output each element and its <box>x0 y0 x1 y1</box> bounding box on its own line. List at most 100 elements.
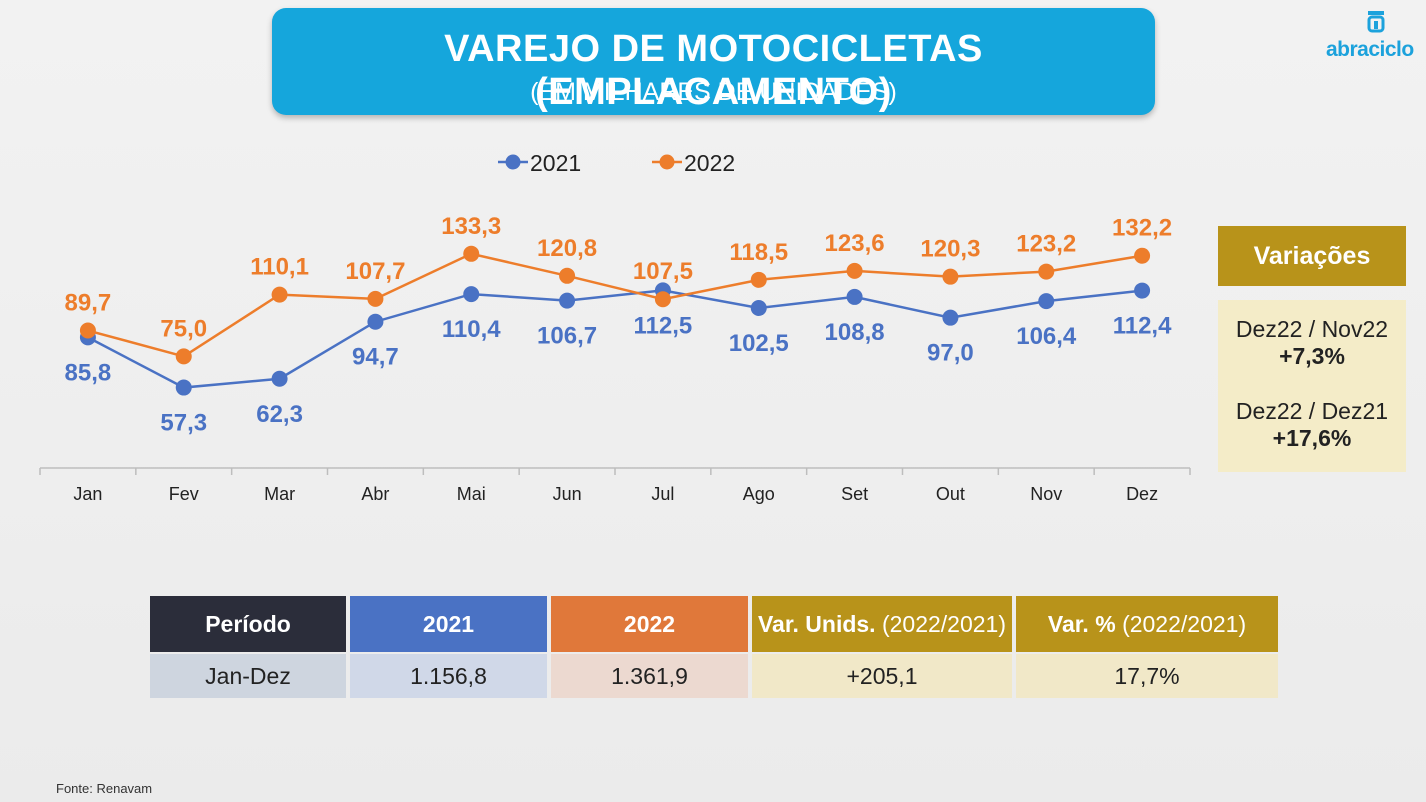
chart-subtitle: (EM MILHARES DE UNIDADES) <box>530 78 897 106</box>
data-point-2021 <box>463 286 480 303</box>
data-point-2022 <box>463 245 480 262</box>
data-label-2022: 132,2 <box>1112 215 1172 242</box>
x-tick-label: Abr <box>361 484 389 504</box>
data-point-2022 <box>79 322 96 339</box>
data-label-2021: 112,5 <box>634 312 693 339</box>
x-tick-label: Jul <box>651 484 674 504</box>
x-tick-label: Jun <box>553 484 582 504</box>
data-label-2022: 110,1 <box>250 254 309 281</box>
source-note: Fonte: Renavam <box>56 781 153 796</box>
variacoes-header: Variações <box>1218 226 1406 286</box>
data-point-2021 <box>1134 282 1151 299</box>
header-var-pct-label: Var. % <box>1047 610 1116 637</box>
data-point-2021 <box>1038 293 1055 310</box>
x-tick-label: Ago <box>743 484 775 504</box>
header-2022: 2022 <box>551 596 748 652</box>
series-lines <box>87 252 1143 389</box>
data-point-2022 <box>1038 263 1055 280</box>
data-point-2022 <box>846 262 863 279</box>
header-2021: 2021 <box>350 596 547 652</box>
data-label-2022: 89,7 <box>65 290 112 317</box>
series-line-2021 <box>87 289 1143 389</box>
cell-2022: 1.361,9 <box>551 654 748 698</box>
x-axis-ticks <box>39 468 1191 475</box>
x-tick-label: Dez <box>1126 484 1158 504</box>
data-labels: 85,8 57,3 62,3 94,7 110,4 106,7 112,5 102,5 108,… <box>65 213 1173 437</box>
x-tick-label: Fev <box>169 484 199 504</box>
data-label-2021: 112,4 <box>1113 313 1172 340</box>
data-point-2021 <box>271 370 288 387</box>
legend-marker <box>505 154 521 170</box>
data-point-2022 <box>175 348 192 365</box>
cell-var-unids: +205,1 <box>752 654 1012 698</box>
x-tick-label: Mai <box>457 484 486 504</box>
variacoes-panel: Dez22 / Nov22 +7,3% Dez22 / Dez21 +17,6% <box>1218 300 1406 472</box>
x-tick-labels: Jan Fev Mar Abr Mai Jun Jul Ago Set Out Nov Dez <box>73 484 1158 504</box>
data-label-2022: 118,5 <box>729 239 788 266</box>
data-label-2021: 62,3 <box>256 401 303 428</box>
data-label-2022: 123,6 <box>825 230 885 257</box>
variation-item: Dez22 / Dez21 +17,6% <box>1218 398 1406 452</box>
data-point-2022 <box>271 286 288 303</box>
variation-value: +7,3% <box>1279 343 1345 369</box>
cell-2021: 1.156,8 <box>350 654 547 698</box>
data-label-2021: 97,0 <box>927 340 974 367</box>
header-var-unids-suffix: (2022/2021) <box>881 610 1007 637</box>
data-point-2021 <box>750 300 767 316</box>
legend-label: 2022 <box>684 150 735 176</box>
legend-marker <box>659 154 675 170</box>
variation-label: Dez22 / Dez21 <box>1235 398 1389 424</box>
variation-value: +17,6% <box>1272 425 1352 451</box>
header-var-unids: Var. Unids. (2022/2021) <box>752 596 1012 652</box>
legend-label: 2021 <box>530 150 581 176</box>
variation-item: Dez22 / Nov22 +7,3% <box>1218 316 1406 370</box>
data-label-2022: 107,5 <box>633 258 693 285</box>
cell-var-pct: 17,7% <box>1016 654 1278 698</box>
data-label-2021: 57,3 <box>160 410 207 437</box>
data-point-2021 <box>942 309 959 326</box>
data-point-2022 <box>559 267 576 284</box>
data-label-2021: 106,4 <box>1016 323 1077 350</box>
data-point-2021 <box>367 313 384 330</box>
data-point-2022 <box>1134 247 1151 264</box>
variation-label: Dez22 / Nov22 <box>1235 316 1389 342</box>
data-label-2022: 123,2 <box>1016 231 1076 258</box>
data-label-2021: 94,7 <box>352 344 399 371</box>
header-var-unids-label: Var. Unids. <box>757 610 876 637</box>
abraciclo-logo: abraciclo <box>1326 10 1422 61</box>
data-label-2022: 107,7 <box>345 258 405 285</box>
data-label-2021: 106,7 <box>537 323 597 350</box>
title-banner: VAREJO DE MOTOCICLETAS (EMPLACAMENTO) (E… <box>272 8 1155 115</box>
data-point-2022 <box>942 268 959 285</box>
logo-text: abraciclo <box>1326 38 1414 61</box>
data-point-2022 <box>750 271 767 288</box>
data-label-2021: 85,8 <box>65 359 112 386</box>
chart-title: VAREJO DE MOTOCICLETAS (EMPLACAMENTO) <box>444 28 983 113</box>
header-var-pct-suffix: (2022/2021) <box>1122 610 1247 637</box>
header-periodo: Período <box>150 596 346 652</box>
header-var-pct: Var. % (2022/2021) <box>1016 596 1278 652</box>
series-points <box>79 245 1151 396</box>
x-tick-label: Nov <box>1030 484 1062 504</box>
data-label-2022: 75,0 <box>160 315 207 342</box>
data-point-2022 <box>367 290 384 307</box>
data-point-2022 <box>654 291 671 308</box>
data-label-2022: 120,3 <box>920 236 980 263</box>
series-line-2022 <box>87 252 1143 358</box>
x-tick-label: Jan <box>73 484 102 504</box>
data-label-2021: 102,5 <box>729 330 789 357</box>
cell-periodo: Jan-Dez <box>150 654 346 698</box>
data-point-2021 <box>559 292 576 309</box>
logo-icon <box>1367 11 1385 33</box>
x-tick-label: Mar <box>264 484 295 504</box>
data-point-2021 <box>846 288 863 305</box>
data-label-2022: 120,8 <box>537 235 597 262</box>
data-label-2021: 110,4 <box>442 316 501 343</box>
x-tick-label: Out <box>936 484 965 504</box>
data-label-2021: 108,8 <box>825 319 885 346</box>
data-point-2021 <box>175 379 192 396</box>
chart-legend: 2021 2022 <box>498 150 735 176</box>
x-tick-label: Set <box>841 484 868 504</box>
data-label-2022: 133,3 <box>441 213 501 240</box>
line-chart: 2021 2022 Jan Fev Mar Abr Mai Jun Jul Ago Set Out N… <box>39 150 1191 504</box>
